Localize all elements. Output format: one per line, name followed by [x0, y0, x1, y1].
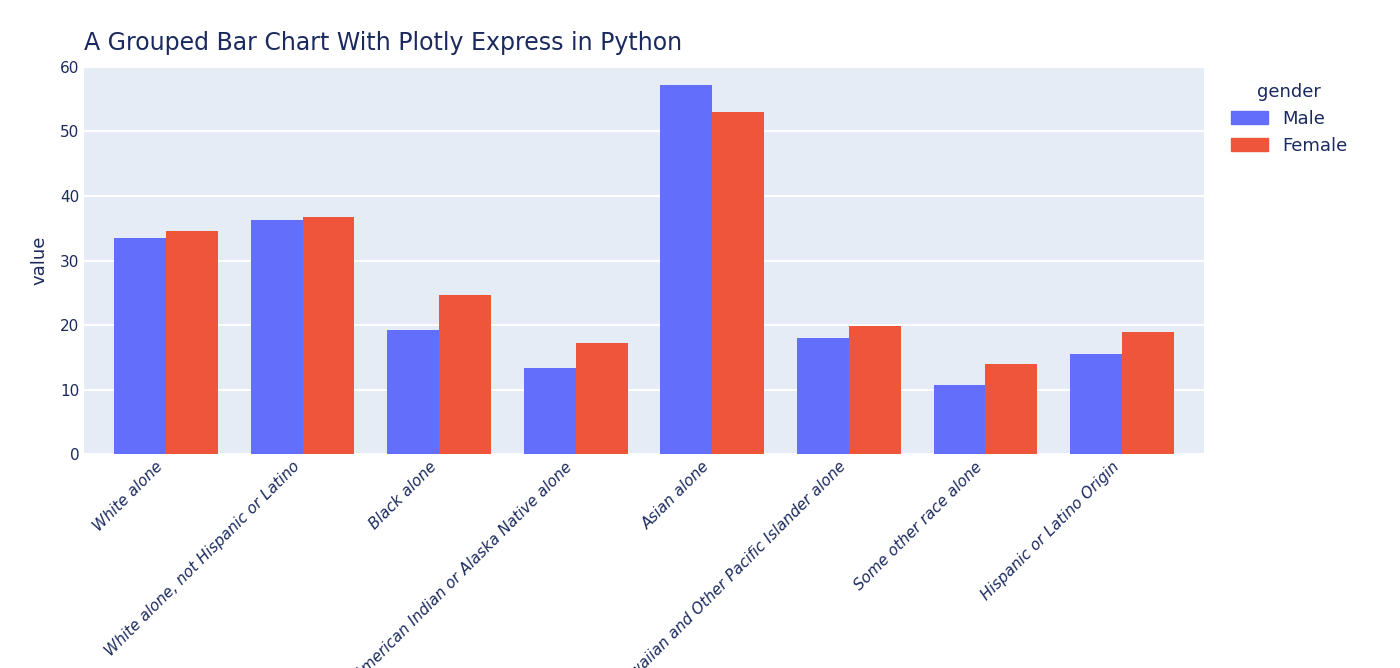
- Bar: [986, 364, 1037, 454]
- Bar: [934, 385, 986, 454]
- Bar: [713, 112, 764, 454]
- Bar: [848, 327, 900, 454]
- Y-axis label: value: value: [31, 236, 49, 285]
- Bar: [524, 368, 575, 454]
- Bar: [388, 330, 440, 454]
- Bar: [661, 85, 713, 454]
- Legend: Male, Female: Male, Female: [1224, 76, 1354, 162]
- Bar: [302, 217, 354, 454]
- Bar: [167, 231, 218, 454]
- Bar: [251, 220, 302, 454]
- Bar: [113, 238, 167, 454]
- Bar: [440, 295, 491, 454]
- Bar: [1121, 331, 1175, 454]
- Bar: [797, 338, 848, 454]
- Bar: [1070, 354, 1121, 454]
- Text: A Grouped Bar Chart With Plotly Express in Python: A Grouped Bar Chart With Plotly Express …: [84, 31, 682, 55]
- Bar: [575, 343, 627, 454]
